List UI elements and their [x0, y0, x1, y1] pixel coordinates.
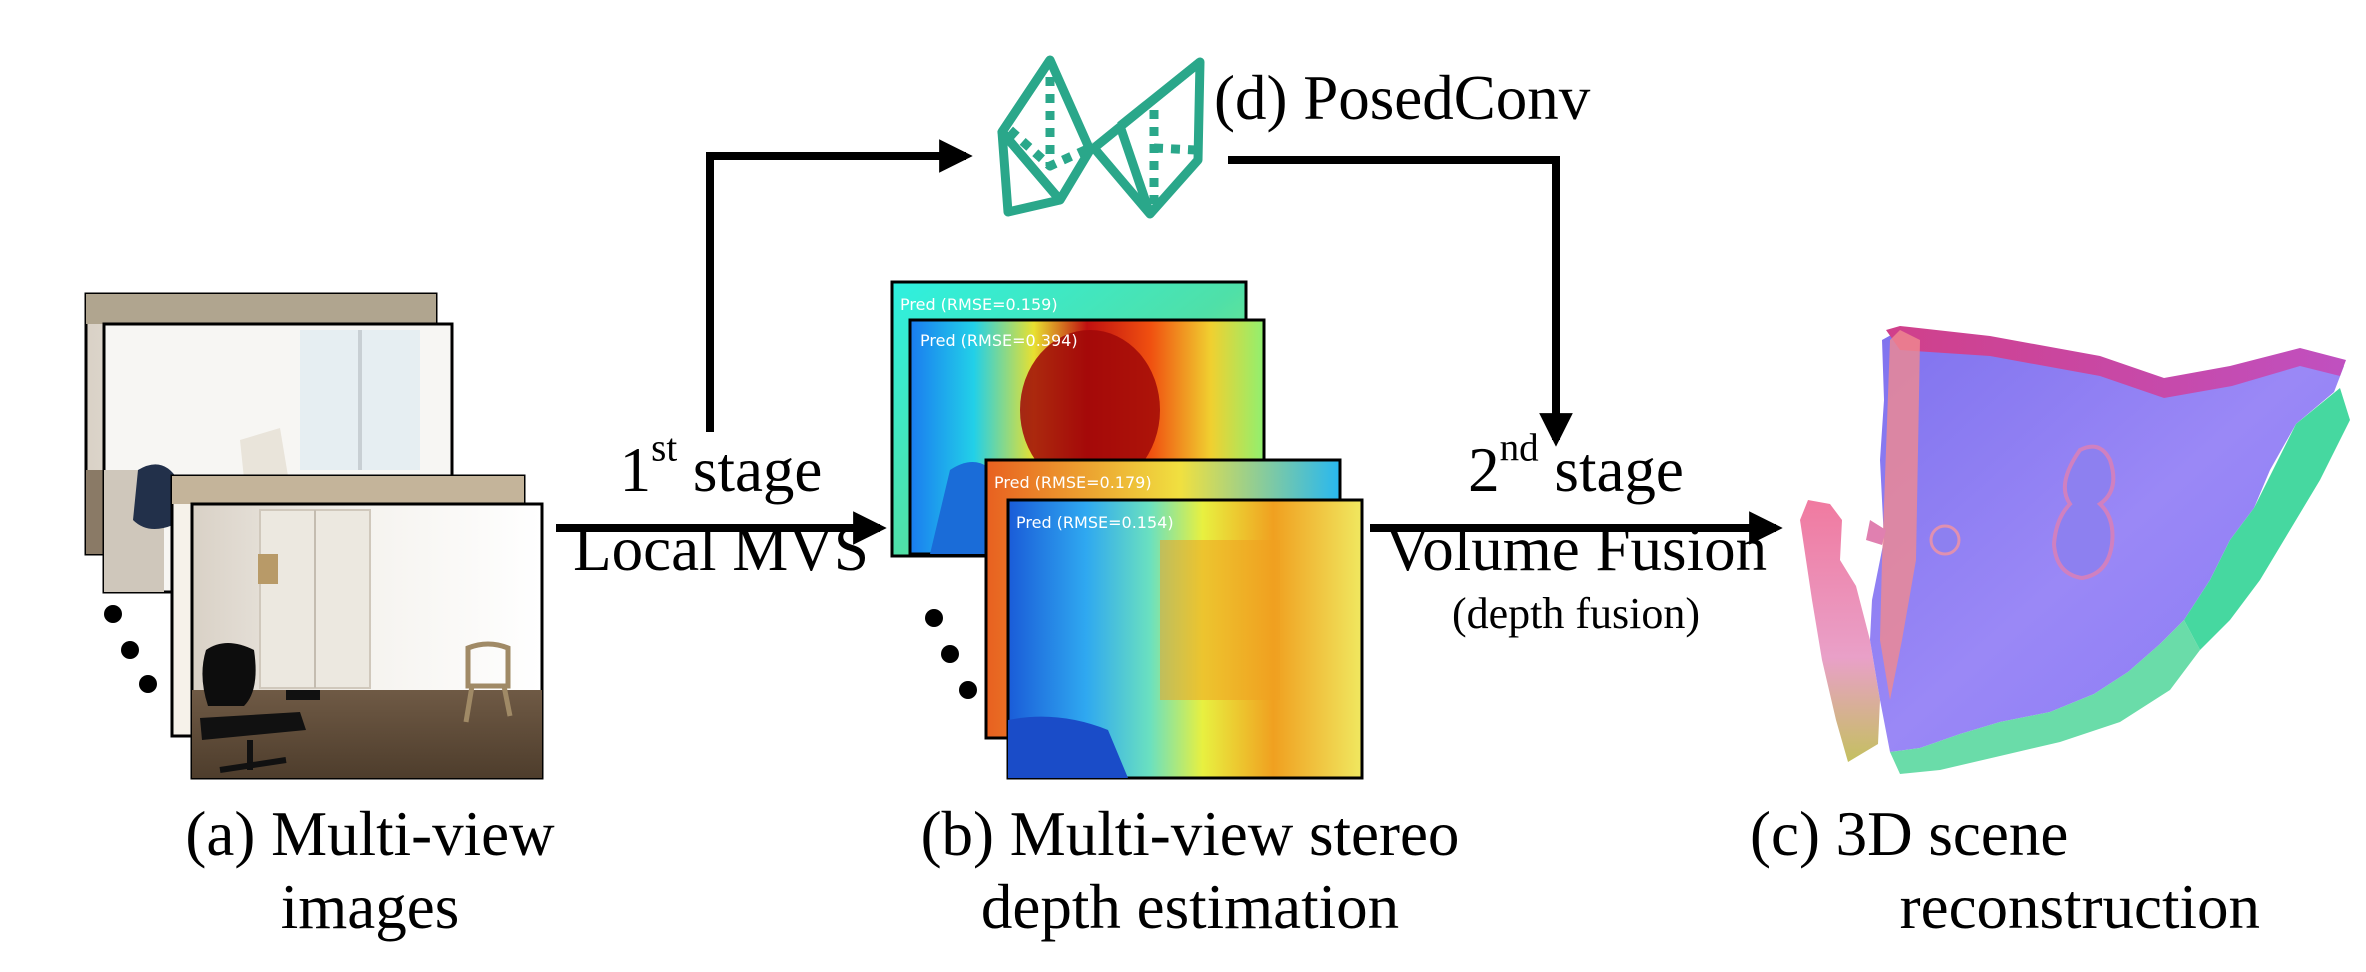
stage2-label: 2nd stage Volume Fusion (depth fusion) — [1366, 429, 1786, 639]
depth-overlay-3: Pred (RMSE=0.179) — [994, 473, 1152, 492]
depth-maps-stack: Pred (RMSE=0.159) Pred (RMSE=0.394) Pred… — [890, 280, 1364, 780]
depth-overlay-1: Pred (RMSE=0.159) — [900, 295, 1058, 314]
stage1-method: Local MVS — [573, 514, 869, 585]
depth-overlay-4: Pred (RMSE=0.154) — [1016, 513, 1174, 532]
room-photo-front — [190, 502, 544, 780]
reconstruction-mesh — [1800, 326, 2350, 774]
arrow-to-posedconv — [706, 139, 973, 432]
caption-a-line1: (a) Multi-view — [185, 799, 555, 869]
depth-overlay-2: Pred (RMSE=0.394) — [920, 331, 1078, 350]
stage2-method: Volume Fusion — [1384, 514, 1768, 585]
caption-b-line1: (b) Multi-view stereo — [920, 799, 1460, 869]
ellipsis-dots-a — [104, 605, 157, 693]
caption-b: (b) Multi-view stereo depth estimation — [870, 798, 1510, 944]
stage2-word: stage — [1538, 435, 1684, 505]
caption-a-line2: images — [280, 872, 460, 943]
arrows — [556, 139, 1783, 545]
stage2-sub: (depth fusion) — [1451, 589, 1701, 639]
stage1-num: 1 — [619, 435, 652, 505]
posedconv-label-text: (d) PosedConv — [1214, 63, 1591, 133]
caption-c-line1: (c) 3D scene — [1750, 799, 2069, 869]
caption-b-line2: depth estimation — [980, 872, 1400, 943]
depth-map-4: Pred (RMSE=0.154) — [1006, 498, 1364, 780]
multiview-images-stack — [84, 292, 544, 780]
stage1-label: 1st stage Local MVS — [556, 429, 886, 586]
arrow-from-posedconv — [1228, 156, 1573, 447]
stage1-sup: st — [651, 426, 678, 470]
ellipsis-dots-b — [925, 609, 977, 699]
stage1-word: stage — [677, 435, 823, 505]
stage2-sup: nd — [1499, 426, 1539, 470]
caption-c: (c) 3D scene reconstruction — [1720, 798, 2280, 944]
posedconv-label: (d) PosedConv — [1214, 62, 1590, 135]
posedconv-icon — [997, 55, 1205, 219]
caption-c-line2: reconstruction — [1899, 872, 2260, 943]
stage2-num: 2 — [1468, 435, 1500, 505]
caption-a: (a) Multi-view images — [140, 798, 600, 944]
